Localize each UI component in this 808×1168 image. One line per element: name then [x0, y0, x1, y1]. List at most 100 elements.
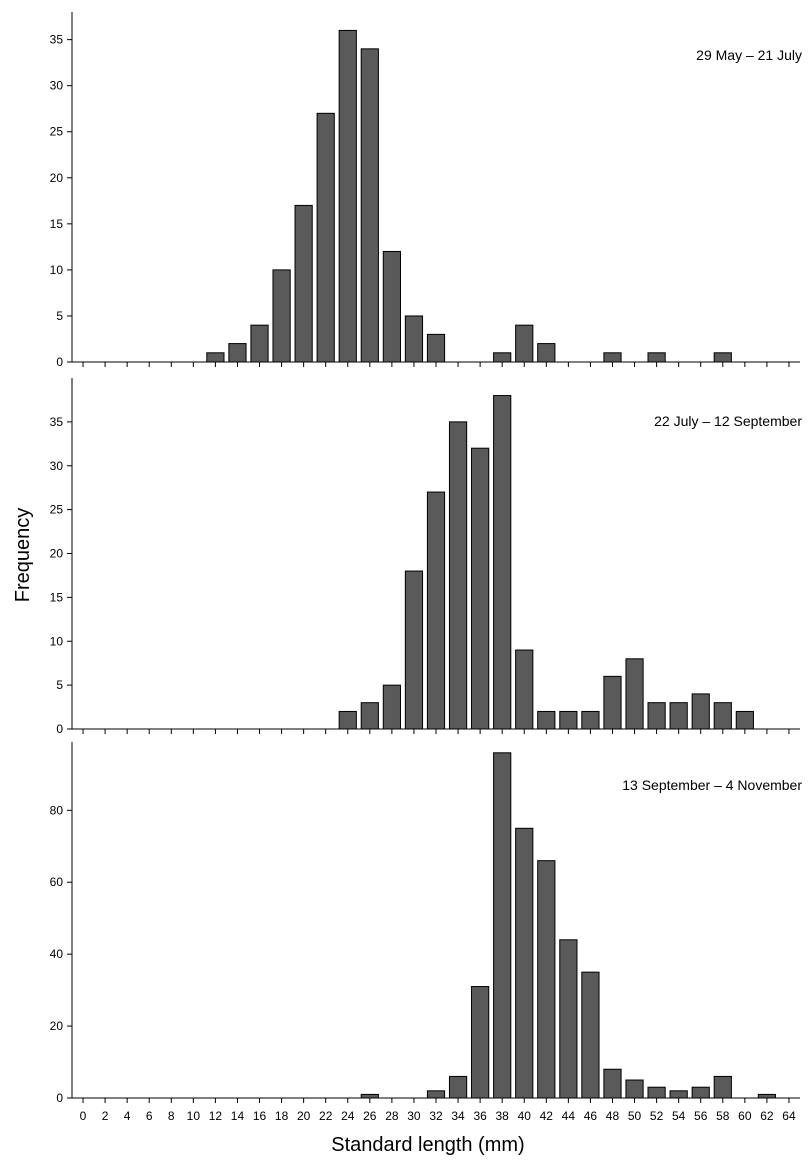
- panel-label: 22 July – 12 September: [654, 413, 802, 429]
- y-axis-title: Frequency: [12, 508, 34, 603]
- bar: [250, 324, 269, 363]
- bar: [404, 315, 424, 363]
- x-tick-label: 48: [606, 1109, 620, 1123]
- x-tick-label: 18: [275, 1109, 289, 1123]
- bar: [581, 710, 600, 730]
- x-tick-label: 58: [716, 1109, 730, 1123]
- x-tick-label: 38: [496, 1109, 510, 1123]
- bar: [493, 752, 512, 1099]
- y-tick-label: 10: [50, 634, 64, 648]
- bar: [206, 352, 225, 363]
- bar: [316, 112, 335, 363]
- x-tick-label: 16: [253, 1109, 267, 1123]
- y-tick-label: 0: [56, 1091, 63, 1105]
- bar: [515, 827, 534, 1099]
- bar: [735, 710, 754, 730]
- bar: [757, 1093, 777, 1099]
- bar: [360, 702, 379, 730]
- bar: [382, 250, 401, 363]
- x-tick-label: 26: [363, 1109, 377, 1123]
- x-tick-label: 64: [782, 1109, 796, 1123]
- x-tick-label: 0: [80, 1109, 87, 1123]
- bar: [426, 1090, 446, 1099]
- y-tick-label: 25: [50, 503, 64, 517]
- panel-2: 0 5 10 15 20 25 30 35 22 July – 12 September: [50, 378, 802, 736]
- x-tick-label: 54: [672, 1109, 686, 1123]
- x-tick-label: 12: [209, 1109, 223, 1123]
- panel-1: 0 5 10 15 20 25 30 35 29 May – 21 July: [50, 12, 802, 369]
- bar: [669, 1090, 688, 1099]
- x-tick-label: 6: [146, 1109, 153, 1123]
- bar: [360, 48, 379, 363]
- bar: [559, 939, 578, 1099]
- y-tick-label: 30: [50, 79, 64, 93]
- y-tick-label: 20: [50, 1019, 64, 1033]
- bar: [713, 1075, 732, 1099]
- bar: [448, 421, 468, 730]
- x-tick-label: 10: [187, 1109, 201, 1123]
- x-tick-label: 50: [628, 1109, 642, 1123]
- x-tick-label: 8: [168, 1109, 175, 1123]
- bar: [515, 649, 534, 730]
- bar: [272, 269, 291, 363]
- y-tick-label: 15: [50, 217, 64, 231]
- bar: [713, 352, 732, 363]
- bar: [404, 570, 424, 730]
- x-tick-label: 22: [319, 1109, 333, 1123]
- x-tick-label: 46: [584, 1109, 598, 1123]
- x-tick-label: 60: [738, 1109, 752, 1123]
- x-axis-title: Standard length (mm): [331, 1134, 524, 1156]
- x-tick-label: 4: [124, 1109, 131, 1123]
- x-tick-label: 44: [562, 1109, 576, 1123]
- y-tick-label: 10: [50, 263, 64, 277]
- bar: [603, 352, 622, 363]
- x-tick-label: 40: [518, 1109, 532, 1123]
- bar: [603, 675, 622, 730]
- x-tick-label: 56: [694, 1109, 708, 1123]
- x-tick-label: 52: [650, 1109, 664, 1123]
- x-tick-label: 24: [341, 1109, 355, 1123]
- y-tick-label: 15: [50, 590, 64, 604]
- bar: [647, 352, 666, 363]
- bar: [294, 204, 313, 363]
- x-tick-label: 14: [231, 1109, 245, 1123]
- bar: [471, 986, 490, 1099]
- bar: [493, 352, 512, 363]
- x-tick-label: 42: [540, 1109, 554, 1123]
- y-tick-label: 80: [50, 803, 64, 817]
- x-tick-label: 36: [473, 1109, 487, 1123]
- y-tick-label: 60: [50, 875, 64, 889]
- bar: [515, 324, 534, 363]
- bar: [669, 702, 688, 730]
- bar: [537, 343, 556, 363]
- bar: [228, 343, 247, 363]
- bar: [691, 693, 710, 730]
- x-tick-label: 32: [429, 1109, 443, 1123]
- y-tick-label: 30: [50, 459, 64, 473]
- bar: [537, 710, 556, 730]
- bar: [426, 333, 446, 363]
- bar: [603, 1068, 622, 1099]
- bar: [625, 1079, 644, 1099]
- bar: [471, 447, 490, 730]
- bar: [647, 702, 666, 730]
- y-tick-label: 0: [56, 355, 63, 369]
- bar: [426, 491, 446, 730]
- bar: [559, 710, 578, 730]
- bar: [493, 395, 512, 730]
- panel-label: 13 September – 4 November: [622, 777, 802, 793]
- bar: [338, 710, 357, 730]
- bar: [537, 860, 556, 1099]
- bar: [691, 1086, 710, 1099]
- y-tick-label: 35: [50, 33, 64, 47]
- bar: [338, 29, 357, 363]
- y-tick-label: 20: [50, 171, 64, 185]
- bar: [448, 1075, 468, 1099]
- x-tick-label: 62: [760, 1109, 774, 1123]
- y-tick-label: 35: [50, 415, 64, 429]
- y-tick-label: 5: [56, 309, 63, 323]
- x-tick-label: 28: [385, 1109, 399, 1123]
